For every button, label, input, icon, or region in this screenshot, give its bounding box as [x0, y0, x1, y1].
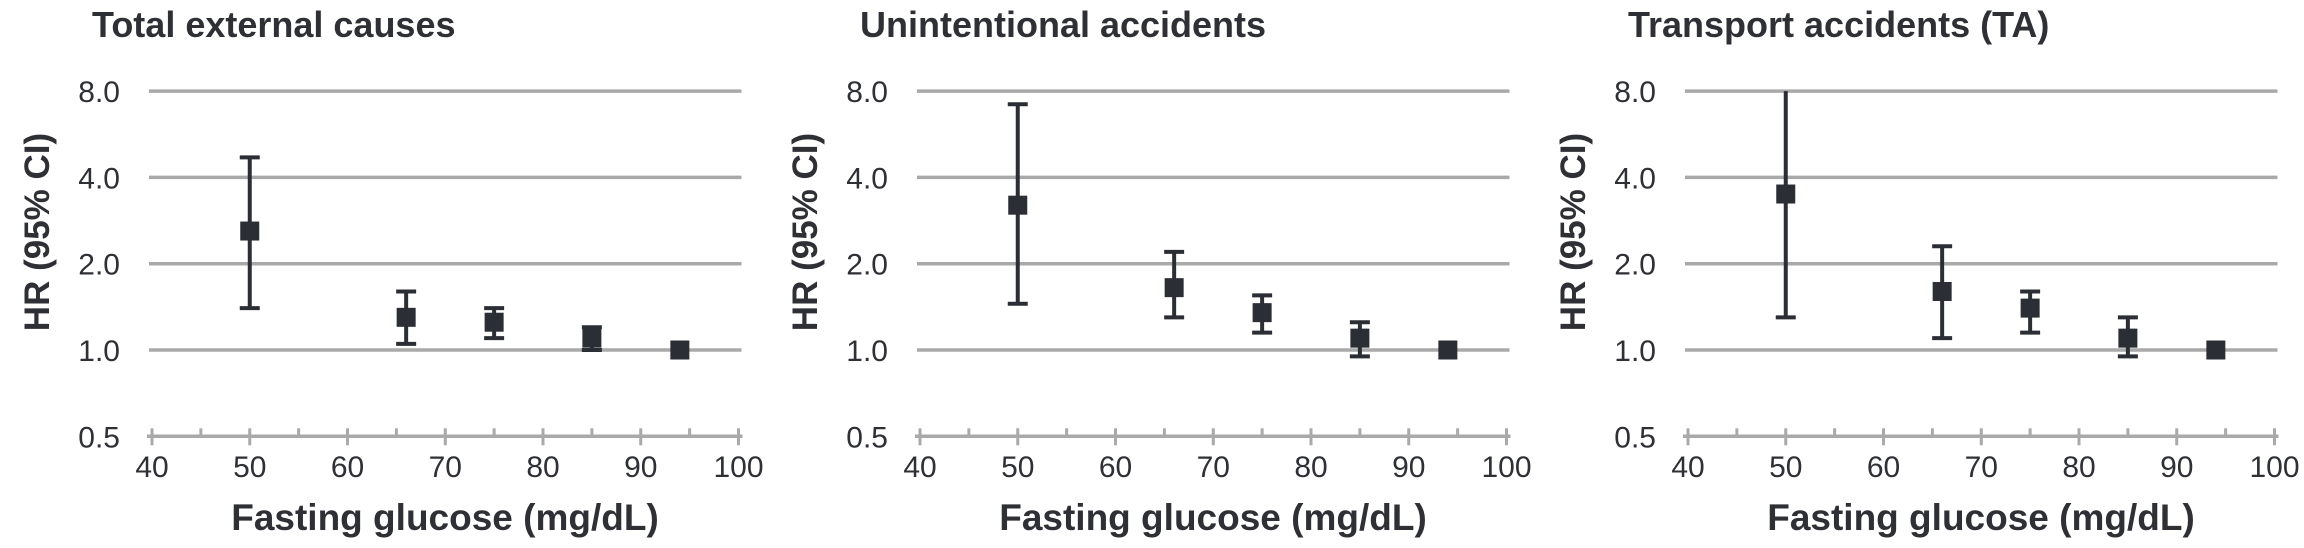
y-axis-tick-label: 4.0 [1614, 162, 1656, 195]
x-axis-tick-label: 80 [1294, 451, 1327, 484]
x-axis-tick-label: 90 [2160, 451, 2193, 484]
plot-area: 40 50 60 70 80 90 100 8.0 4.0 2.0 1.0 0.5 [78, 76, 763, 484]
x-axis-tick-label: 100 [1481, 451, 1531, 484]
x-axis-tick-label: 100 [713, 451, 763, 484]
chart-title: Total external causes [92, 4, 456, 45]
plot-area: 40 50 60 70 80 90 100 8.0 4.0 2.0 1.0 0.5 [846, 76, 1531, 484]
data-point-marker [1438, 340, 1458, 360]
panel-unintentional-accidents: Unintentional accidents HR (95% CI) Fast… [768, 0, 1536, 548]
x-axis-tick-label: 40 [135, 451, 168, 484]
x-axis-label: Fasting glucose (mg/dL) [231, 497, 659, 538]
y-axis-tick-label: 1.0 [78, 335, 120, 368]
x-axis-label: Fasting glucose (mg/dL) [999, 497, 1427, 538]
y-axis-tick-label: 2.0 [78, 249, 120, 282]
data-point-marker [1350, 328, 1370, 348]
x-axis-label: Fasting glucose (mg/dL) [1767, 497, 2195, 538]
y-axis-tick-label: 8.0 [1614, 76, 1656, 109]
x-axis-tick-label: 50 [1001, 451, 1034, 484]
y-axis-tick-label: 4.0 [78, 162, 120, 195]
panel-total-external-causes: Total external causes HR (95% CI) Fastin… [0, 0, 768, 548]
data-point-marker [2206, 340, 2226, 360]
data-point-marker [1776, 184, 1796, 204]
data-point-marker [1008, 195, 1028, 215]
y-axis-tick-label: 8.0 [846, 76, 888, 109]
data-point-marker [396, 307, 416, 327]
x-axis-tick-label: 60 [331, 451, 364, 484]
data-point-marker [484, 312, 504, 332]
panel-transport-accidents: Transport accidents (TA) HR (95% CI) Fas… [1536, 0, 2304, 548]
x-axis-tick-label: 40 [1671, 451, 1704, 484]
data-point-marker [2020, 298, 2040, 318]
data-point-marker [240, 221, 260, 241]
y-axis-tick-label: 2.0 [1614, 249, 1656, 282]
chart-title: Unintentional accidents [860, 4, 1267, 45]
x-axis-tick-label: 50 [1769, 451, 1802, 484]
data-point-marker [1932, 281, 1952, 301]
x-axis-tick-label: 60 [1867, 451, 1900, 484]
data-point-marker [1252, 303, 1272, 323]
x-axis-tick-label: 80 [526, 451, 559, 484]
y-axis-tick-label: 2.0 [846, 249, 888, 282]
data-point-marker [582, 328, 602, 348]
x-axis-tick-label: 90 [1392, 451, 1425, 484]
y-axis-tick-label: 1.0 [846, 335, 888, 368]
x-axis-tick-label: 70 [1197, 451, 1230, 484]
y-axis-tick-label: 4.0 [846, 162, 888, 195]
x-axis-tick-label: 70 [1965, 451, 1998, 484]
x-axis-tick-label: 100 [2249, 451, 2299, 484]
y-axis-tick-label: 0.5 [846, 421, 888, 454]
x-axis-tick-label: 70 [429, 451, 462, 484]
chart-title: Transport accidents (TA) [1628, 4, 2050, 45]
y-axis-tick-label: 0.5 [1614, 421, 1656, 454]
y-axis-tick-label: 1.0 [1614, 335, 1656, 368]
x-axis-tick-label: 80 [2062, 451, 2095, 484]
x-axis-tick-label: 50 [233, 451, 266, 484]
x-axis-tick-label: 90 [624, 451, 657, 484]
y-axis-tick-label: 0.5 [78, 421, 120, 454]
y-axis-tick-label: 8.0 [78, 76, 120, 109]
x-axis-tick-label: 60 [1099, 451, 1132, 484]
plot-area: 40 50 60 70 80 90 100 8.0 4.0 2.0 1.0 0.5 [1614, 76, 2299, 484]
data-point-marker [1164, 278, 1184, 298]
data-point-marker [2118, 328, 2138, 348]
x-axis-tick-label: 40 [903, 451, 936, 484]
data-point-marker [670, 340, 690, 360]
